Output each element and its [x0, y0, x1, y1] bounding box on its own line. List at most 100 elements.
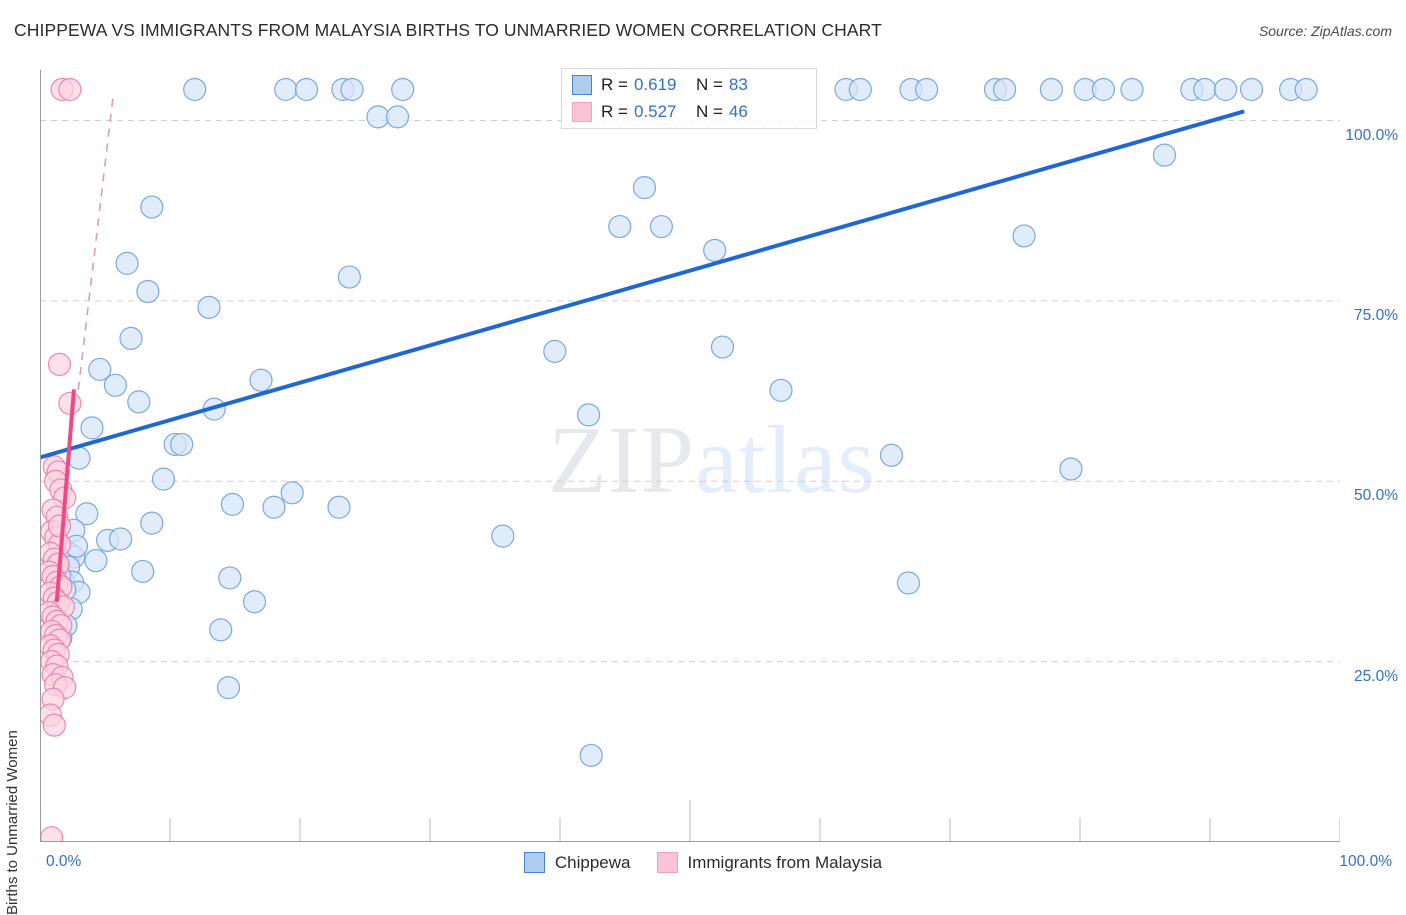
data-point — [136, 279, 160, 304]
legend-n-value-malaysia: 46 — [728, 102, 748, 121]
data-point — [327, 495, 351, 519]
y-axis-tick-label: 100.0% — [1345, 126, 1398, 144]
data-point — [1239, 77, 1264, 102]
data-point — [914, 77, 939, 102]
data-point — [115, 251, 139, 275]
y-axis-tick-label: 50.0% — [1354, 487, 1398, 505]
data-point — [58, 77, 82, 102]
data-point — [183, 77, 207, 102]
series-legend-item-malaysia[interactable]: Immigrants from Malaysia — [656, 852, 883, 873]
x-axis-line — [40, 841, 1340, 842]
plot-area — [40, 77, 1340, 842]
legend-r-label-malaysia: R = — [601, 102, 628, 121]
legend-n-label-chippewa: N = — [695, 75, 723, 94]
data-point — [1059, 457, 1083, 481]
data-point — [340, 77, 364, 102]
data-point — [632, 175, 657, 200]
data-point — [131, 559, 155, 584]
data-point — [1039, 77, 1064, 102]
data-point — [42, 713, 66, 737]
data-point — [274, 77, 298, 102]
legend-n-value-chippewa: 83 — [728, 75, 748, 94]
source-attribution: Source: ZipAtlas.com — [1258, 23, 1392, 39]
data-point — [896, 571, 921, 595]
data-point — [103, 373, 128, 397]
legend-r-value-chippewa: 0.619 — [633, 75, 677, 94]
data-point — [218, 566, 242, 590]
data-point — [294, 77, 319, 102]
legend-r-label-chippewa: R = — [601, 75, 628, 94]
data-point — [220, 492, 244, 516]
data-point — [1152, 143, 1177, 167]
data-point — [366, 105, 390, 129]
data-point — [58, 391, 82, 415]
data-point — [579, 743, 603, 768]
data-point — [337, 265, 361, 289]
data-point — [80, 416, 104, 440]
data-point — [385, 105, 410, 129]
trendline-immigrants-from-malaysia — [54, 389, 76, 603]
stats-legend: R = 0.619 N = 83 R = 0.527 N = 46 — [561, 68, 817, 129]
data-point — [703, 238, 727, 262]
y-axis-title: Births to Unmarried Women — [4, 730, 21, 915]
stats-legend-row-malaysia: R = 0.527 N = 46 — [572, 99, 748, 125]
stats-legend-row-chippewa: R = 0.619 N = 83 — [572, 72, 748, 98]
x-axis-tick-label: 100.0% — [1339, 853, 1392, 870]
data-point — [140, 511, 164, 535]
series-legend-item-chippewa[interactable]: Chippewa — [523, 852, 631, 873]
data-point — [879, 443, 904, 467]
data-point — [216, 675, 241, 700]
legend-n-label-malaysia: N = — [695, 102, 723, 121]
data-point — [491, 524, 515, 548]
data-point — [140, 195, 164, 219]
y-axis-line — [40, 70, 41, 842]
data-point — [127, 390, 151, 414]
data-point — [1091, 77, 1116, 102]
y-axis-tick-label: 25.0% — [1354, 667, 1398, 685]
data-point — [1120, 77, 1144, 102]
legend-swatch-malaysia-icon — [572, 102, 592, 122]
data-point — [1012, 224, 1036, 248]
legend-swatch-chippewa-icon — [572, 75, 592, 95]
trendline-chippewa — [40, 109, 1245, 460]
y-axis-tick-label: 75.0% — [1354, 306, 1398, 324]
data-point — [170, 432, 194, 457]
data-point — [391, 77, 415, 102]
data-point — [197, 295, 221, 319]
data-point — [88, 357, 112, 382]
data-point — [280, 481, 304, 505]
data-point — [543, 339, 567, 363]
data-point — [649, 214, 674, 239]
data-point — [151, 467, 176, 491]
data-point — [75, 502, 99, 526]
data-point — [769, 378, 793, 402]
data-point — [992, 77, 1017, 102]
data-point — [848, 77, 872, 102]
data-point — [242, 590, 267, 614]
series-label-chippewa: Chippewa — [554, 852, 631, 872]
data-point — [262, 495, 286, 519]
data-point — [1193, 77, 1217, 102]
data-point — [608, 214, 632, 239]
data-point — [710, 335, 735, 359]
page-title: CHIPPEWA VS IMMIGRANTS FROM MALAYSIA BIR… — [14, 20, 882, 40]
trendline-dashed-immigrants-from-malaysia — [76, 98, 114, 395]
data-point — [1294, 77, 1318, 102]
data-point — [47, 352, 72, 376]
x-axis-tick-label: 0.0% — [46, 853, 82, 870]
correlation-chart: CHIPPEWA VS IMMIGRANTS FROM MALAYSIA BIR… — [0, 20, 1406, 915]
data-point — [84, 549, 108, 573]
data-point — [209, 618, 233, 642]
data-point — [576, 403, 601, 427]
data-point — [119, 326, 143, 350]
series-legend: Chippewa Immigrants from Malaysia — [0, 852, 1406, 873]
data-point — [249, 368, 273, 392]
series-swatch-malaysia-icon — [656, 852, 678, 873]
data-point — [40, 826, 64, 842]
legend-r-value-malaysia: 0.527 — [633, 102, 677, 121]
data-point — [1213, 77, 1238, 102]
series-swatch-chippewa-icon — [523, 852, 545, 873]
data-point — [47, 514, 72, 538]
series-label-malaysia: Immigrants from Malaysia — [687, 852, 883, 872]
data-point — [108, 527, 133, 551]
